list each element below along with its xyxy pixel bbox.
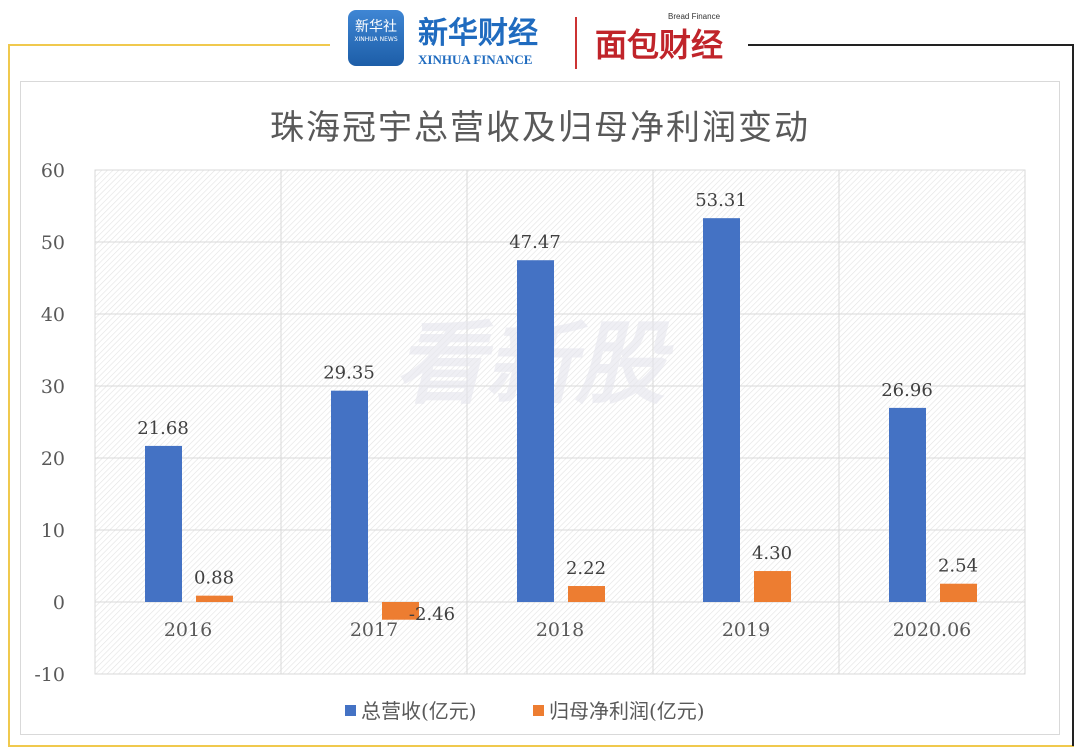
frame-border-bottom xyxy=(8,745,1074,747)
y-tick-label: -10 xyxy=(34,664,65,686)
data-label: 0.88 xyxy=(194,568,234,589)
y-tick-label: 50 xyxy=(41,232,65,254)
profit-bar xyxy=(568,586,605,602)
xinhua-finance-logo-en: XINHUA FINANCE xyxy=(418,52,533,67)
x-tick-label: 2016 xyxy=(164,619,212,641)
revenue-bar xyxy=(145,445,182,602)
data-label: -2.46 xyxy=(409,604,455,625)
frame-border-left xyxy=(8,44,10,747)
y-tick-label: 20 xyxy=(41,448,65,470)
frame-border-right xyxy=(1072,44,1074,746)
y-tick-label: 10 xyxy=(41,520,65,542)
data-label: 29.35 xyxy=(323,363,375,384)
xinhua-logo-subtext: XINHUA NEWS xyxy=(354,36,398,43)
xinhua-finance-logo: 新华财经 xyxy=(418,16,538,51)
x-tick-label: 2017 xyxy=(350,619,398,641)
profit-bar xyxy=(382,602,419,620)
legend-swatch xyxy=(345,705,356,716)
data-label: 53.31 xyxy=(695,190,747,211)
y-tick-label: 0 xyxy=(53,592,65,614)
data-label: 26.96 xyxy=(881,380,933,401)
frame-border-top-right xyxy=(748,44,1074,46)
data-label: 2.22 xyxy=(566,558,606,579)
plot-area xyxy=(94,169,1026,675)
data-label: 21.68 xyxy=(137,418,189,439)
x-tick-label: 2019 xyxy=(722,619,770,641)
data-label: 4.30 xyxy=(752,543,792,564)
revenue-bar xyxy=(517,260,554,602)
chart-title: 珠海冠宇总营收及归母净利润变动 xyxy=(270,108,810,148)
y-tick-label: 60 xyxy=(41,160,65,182)
legend-label: 总营收(亿元) xyxy=(361,699,477,723)
xinhua-news-logo: 新华社 XINHUA NEWS xyxy=(348,10,404,66)
profit-bar xyxy=(754,571,791,602)
data-label: 2.54 xyxy=(938,556,978,577)
y-tick-label: 40 xyxy=(41,304,65,326)
chart-area xyxy=(20,81,1060,735)
xinhua-logo-text: 新华社 xyxy=(355,19,397,35)
x-tick-label: 2018 xyxy=(536,619,584,641)
x-tick-label: 2020.06 xyxy=(893,619,972,641)
legend-label: 归母净利润(亿元) xyxy=(549,699,705,723)
data-label: 47.47 xyxy=(509,232,561,253)
bread-finance-logo-en: Bread Finance xyxy=(668,12,721,21)
profit-bar xyxy=(940,583,977,602)
revenue-bar xyxy=(703,218,740,602)
revenue-bar xyxy=(889,407,926,602)
revenue-bar xyxy=(331,390,368,602)
frame-border-top-left xyxy=(8,44,330,46)
profit-bar xyxy=(196,595,233,602)
bread-finance-logo: 面包财经 xyxy=(595,26,724,64)
logo-divider xyxy=(575,17,577,69)
legend-swatch xyxy=(533,705,544,716)
y-tick-label: 30 xyxy=(41,376,65,398)
